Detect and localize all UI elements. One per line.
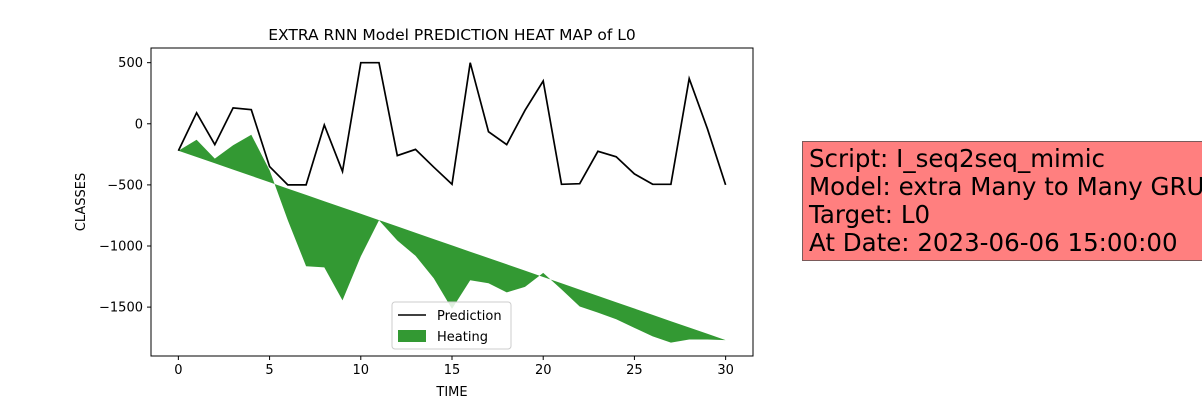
x-axis-label: TIME (435, 385, 467, 400)
x-tick-label: 20 (535, 363, 552, 378)
chart-title: EXTRA RNN Model PREDICTION HEAT MAP of L… (268, 26, 636, 44)
x-tick-label: 30 (717, 363, 734, 378)
y-tick-label: −500 (107, 178, 143, 193)
legend-heating-label: Heating (437, 330, 488, 345)
y-axis-ticks: 500 0 −500 −1000 −1500 (99, 56, 151, 316)
x-tick-label: 25 (626, 363, 643, 378)
legend-heating-swatch (398, 330, 426, 342)
y-tick-label: 500 (118, 56, 143, 71)
info-date-line: At Date: 2023-06-06 15:00:00 (809, 228, 1178, 257)
y-tick-label: −1500 (99, 301, 143, 316)
info-script-line: Script: I_seq2seq_mimic (809, 144, 1106, 173)
heating-fill-layer (178, 134, 726, 343)
x-tick-label: 15 (444, 363, 461, 378)
info-target-line: Target: L0 (809, 200, 931, 229)
x-tick-label: 10 (353, 363, 370, 378)
y-tick-label: −1000 (99, 240, 143, 255)
x-tick-label: 5 (265, 363, 273, 378)
prediction-line (177, 61, 727, 187)
heating-fill-area (178, 134, 726, 343)
y-axis-label: CLASSES (74, 173, 89, 231)
x-tick-label: 0 (174, 363, 182, 378)
legend: Prediction Heating (391, 301, 512, 350)
info-annotation-box: Script: I_seq2seq_mimic Model: extra Man… (802, 141, 1202, 261)
y-tick-label: 0 (135, 117, 143, 132)
prediction-line-layer (177, 61, 727, 187)
legend-prediction-label: Prediction (437, 309, 502, 324)
x-axis-ticks: 0 5 10 15 20 25 30 (174, 356, 734, 378)
info-model-line: Model: extra Many to Many GRU (809, 172, 1202, 201)
